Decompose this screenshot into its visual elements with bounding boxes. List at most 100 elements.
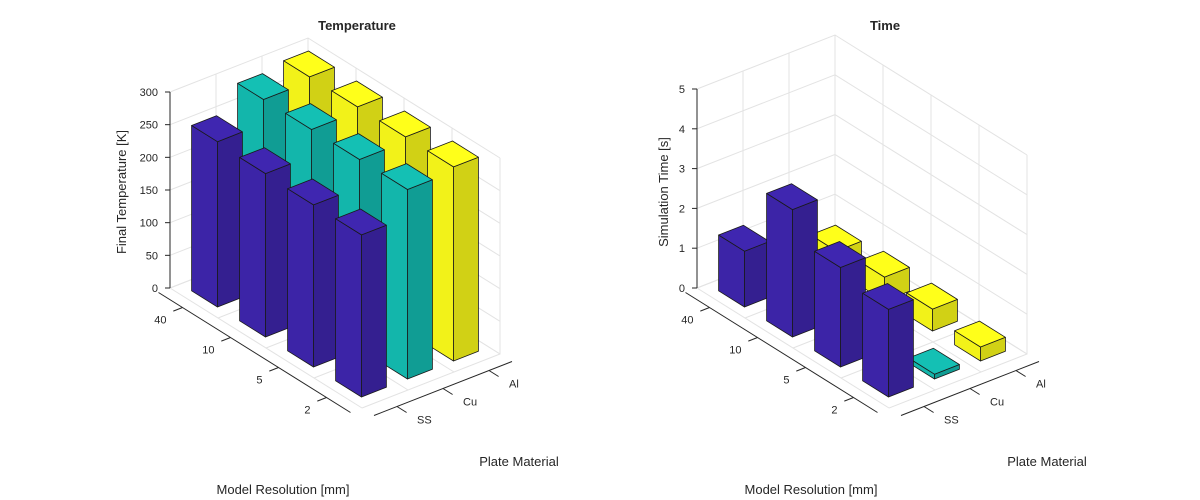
bar-face bbox=[906, 282, 958, 310]
bar-face bbox=[908, 347, 960, 375]
bar-face bbox=[814, 250, 841, 368]
y-tick-mark bbox=[923, 406, 934, 413]
x-axis-label: Model Resolution [mm] bbox=[745, 482, 878, 497]
y-tick-label: Al bbox=[1036, 379, 1046, 391]
bar-face bbox=[239, 147, 291, 175]
bar-ss-40 bbox=[191, 115, 243, 308]
z-tick-label: 100 bbox=[140, 218, 158, 230]
x-tick-mark bbox=[844, 397, 854, 402]
bar-face bbox=[287, 178, 339, 206]
x-tick-label: 40 bbox=[154, 315, 166, 327]
bar-face bbox=[333, 133, 385, 160]
x-tick-mark bbox=[173, 307, 183, 312]
z-axis-label: Final Temperature [K] bbox=[114, 130, 129, 254]
y-tick-label: Cu bbox=[463, 397, 477, 409]
z-tick-label: 4 bbox=[679, 124, 685, 136]
bar-face bbox=[407, 179, 433, 380]
bar-ss-10 bbox=[766, 183, 818, 338]
bar-face bbox=[335, 208, 387, 236]
bar-ss-40 bbox=[718, 224, 770, 308]
z-tick-label: 250 bbox=[140, 120, 158, 132]
bar-face bbox=[862, 283, 914, 310]
bar-face bbox=[191, 125, 218, 308]
bar-ss-5 bbox=[287, 178, 339, 368]
bar-ss-2 bbox=[862, 283, 914, 398]
z-tick-label: 3 bbox=[679, 164, 685, 176]
x-tick-mark bbox=[748, 337, 758, 342]
x-tick-label: 10 bbox=[202, 345, 214, 357]
y-tick-label: SS bbox=[417, 415, 432, 427]
bar-face bbox=[858, 250, 910, 278]
bar-face bbox=[381, 163, 433, 190]
bar-face bbox=[283, 50, 335, 78]
bar-face bbox=[265, 163, 291, 338]
bar-face bbox=[287, 188, 314, 368]
bar-ss-5 bbox=[814, 241, 866, 368]
bar-face bbox=[361, 224, 387, 398]
bar-face bbox=[954, 320, 1006, 348]
bar-face bbox=[744, 241, 770, 308]
bar-face bbox=[862, 292, 889, 398]
bar-face bbox=[840, 257, 866, 368]
y-tick-mark bbox=[396, 406, 407, 413]
z-tick-label: 0 bbox=[679, 283, 685, 295]
bar-face bbox=[217, 131, 243, 308]
x-tick-label: 40 bbox=[681, 315, 693, 327]
z-tick-label: 5 bbox=[679, 84, 685, 96]
bar-face bbox=[888, 299, 914, 398]
bar-face bbox=[766, 183, 818, 211]
z-tick-label: 150 bbox=[140, 185, 158, 197]
bar-ss-2 bbox=[335, 208, 387, 398]
y-tick-mark bbox=[488, 370, 499, 377]
z-tick-label: 1 bbox=[679, 243, 685, 255]
y-tick-label: Cu bbox=[990, 397, 1004, 409]
temperature-chart: 0 50 100 150 200 250 300 40 10 5 2 SS Cu Al Temperatu… bbox=[114, 18, 559, 497]
bar-ss-10 bbox=[239, 147, 291, 338]
bar-al-5 bbox=[906, 282, 958, 332]
y-axis-label: Plate Material bbox=[479, 454, 559, 469]
gridline bbox=[361, 158, 501, 409]
y-tick-label: Al bbox=[509, 379, 519, 391]
x-axis-line bbox=[158, 292, 351, 413]
y-tick-label: SS bbox=[944, 415, 959, 427]
x-tick-label: 5 bbox=[783, 375, 789, 387]
bar-face bbox=[792, 199, 818, 338]
z-tick-label: 2 bbox=[679, 203, 685, 215]
z-tick-label: 0 bbox=[152, 283, 158, 295]
bar-face bbox=[237, 73, 289, 100]
x-tick-mark bbox=[796, 367, 806, 372]
gridline bbox=[888, 155, 1028, 409]
x-axis-line bbox=[685, 292, 878, 413]
x-axis-label: Model Resolution [mm] bbox=[217, 482, 350, 497]
bar-face bbox=[335, 218, 362, 398]
y-tick-mark bbox=[969, 388, 980, 395]
bar-face bbox=[313, 194, 339, 368]
gridline bbox=[696, 74, 1028, 196]
bar-face bbox=[427, 140, 479, 168]
bar-face bbox=[379, 110, 431, 138]
bar-face bbox=[239, 156, 266, 338]
bar-face bbox=[331, 80, 383, 108]
chart-title: Temperature bbox=[318, 18, 396, 33]
bar-al-2 bbox=[954, 320, 1006, 362]
x-tick-mark bbox=[269, 367, 279, 372]
gridline bbox=[696, 34, 1028, 156]
time-chart: 0 1 2 3 4 5 40 10 5 2 SS Cu Al Time Simulation Time … bbox=[656, 18, 1087, 497]
x-tick-mark bbox=[700, 307, 710, 312]
y-axis-label: Plate Material bbox=[1007, 454, 1087, 469]
bar-face bbox=[191, 115, 243, 143]
z-tick-label: 200 bbox=[140, 152, 158, 164]
z-tick-label: 50 bbox=[146, 250, 158, 262]
bar-face bbox=[285, 103, 337, 130]
x-tick-label: 2 bbox=[831, 405, 837, 417]
x-tick-mark bbox=[317, 397, 327, 402]
z-axis-label: Simulation Time [s] bbox=[656, 137, 671, 247]
bar-face bbox=[814, 241, 866, 268]
bar-face bbox=[766, 192, 793, 338]
x-tick-label: 2 bbox=[304, 405, 310, 417]
bar-al-2 bbox=[427, 140, 479, 362]
bar-cu-2 bbox=[381, 163, 433, 380]
x-tick-mark bbox=[221, 337, 231, 342]
bar-cu-2 bbox=[908, 347, 960, 380]
